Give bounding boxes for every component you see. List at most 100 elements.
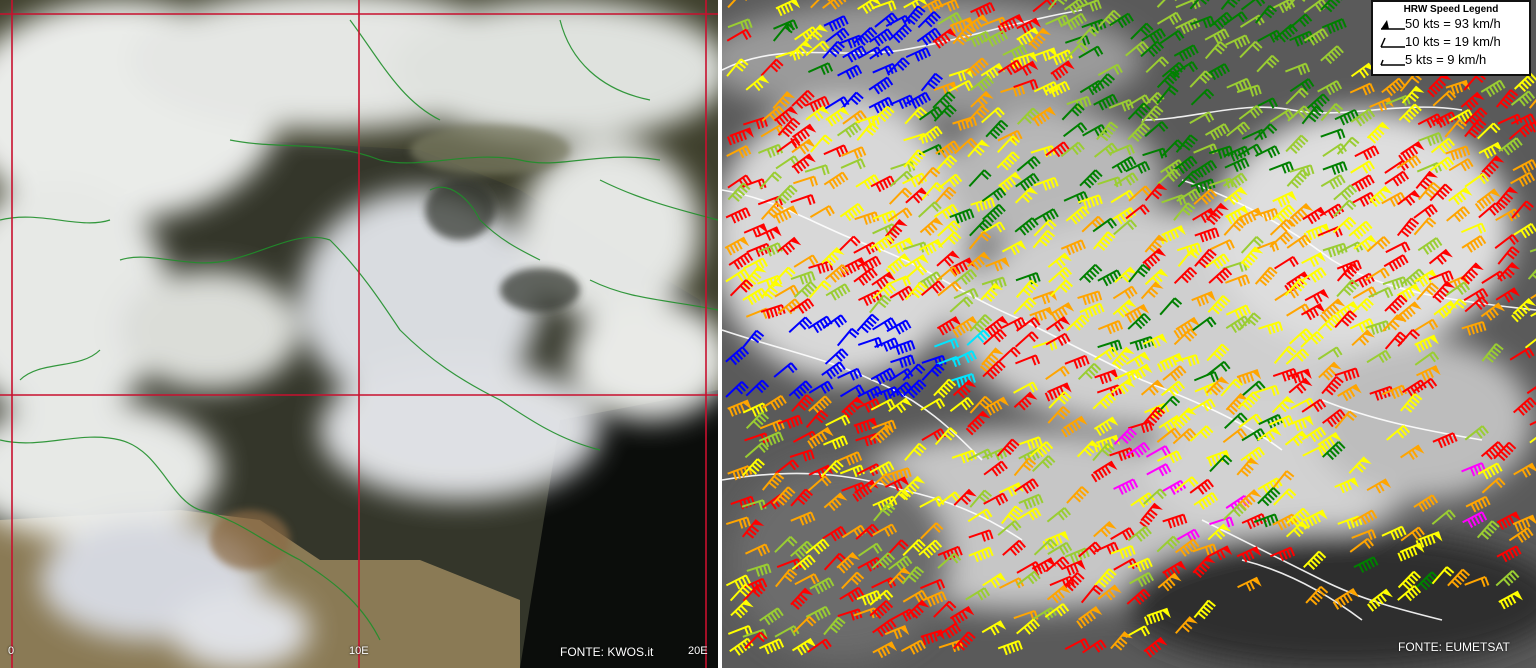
wind-barb-stroke xyxy=(1351,528,1373,539)
wind-barb-stroke xyxy=(987,291,996,300)
wind-barb-stroke xyxy=(1298,420,1304,430)
wind-barb-stroke xyxy=(803,128,811,138)
wind-barb-stroke xyxy=(868,316,877,325)
wind-barb-stroke xyxy=(1301,348,1310,357)
wind-barb-pennant xyxy=(1330,362,1342,370)
wind-barb-stroke xyxy=(1135,533,1143,542)
wind-barb-stroke xyxy=(917,592,925,601)
wind-barb-stroke xyxy=(836,328,853,347)
wind-barb-stroke xyxy=(1307,562,1316,570)
wind-barb-stroke xyxy=(1200,609,1209,617)
wind-barb-stroke xyxy=(854,589,861,598)
wind-barb-stroke xyxy=(1430,534,1436,544)
wind-barb-stroke xyxy=(1478,175,1486,185)
wind-barb-stroke xyxy=(864,272,872,282)
wind-barb-stroke xyxy=(1074,144,1082,153)
wind-barb-stroke xyxy=(1055,69,1062,79)
wind-barb-stroke xyxy=(792,430,814,443)
wind-barb-stroke xyxy=(774,640,781,650)
wind-barb-stroke xyxy=(1002,181,1010,191)
wind-barb-stroke xyxy=(1177,196,1183,206)
wind-barb-stroke xyxy=(825,207,832,217)
wind-barb-stroke xyxy=(838,266,846,275)
wind-barb-stroke xyxy=(866,391,872,401)
wind-barb-pennant xyxy=(1433,532,1443,542)
wind-barb-stroke xyxy=(799,562,807,571)
wind-barb-stroke xyxy=(885,473,893,482)
wind-barb-stroke xyxy=(1464,425,1484,441)
wind-barb-stroke xyxy=(861,275,869,284)
wind-barb-stroke xyxy=(1120,436,1129,444)
wind-barb-stroke xyxy=(963,274,971,283)
wind-barb-stroke xyxy=(922,280,930,289)
wind-barb-stroke xyxy=(1372,556,1379,566)
wind-barb-stroke xyxy=(831,500,839,509)
wind-barb-stroke xyxy=(897,480,903,490)
wind-barb-stroke xyxy=(736,469,742,479)
wind-barb-stroke xyxy=(1320,174,1341,188)
wind-barb-stroke xyxy=(1024,192,1033,201)
wind-barb-stroke xyxy=(1149,508,1158,517)
wind-barb-stroke xyxy=(954,623,962,632)
wind-barb-stroke xyxy=(1209,71,1217,81)
wind-barb-stroke xyxy=(1461,235,1482,249)
wind-barb-stroke xyxy=(1456,286,1464,296)
wind-barb-pennant xyxy=(1011,172,1023,181)
wind-barb-stroke xyxy=(931,369,940,377)
wind-barb-stroke xyxy=(1095,434,1118,444)
wind-barb-stroke xyxy=(1444,183,1453,192)
wind-barb-stroke xyxy=(873,37,881,47)
wind-barb-stroke xyxy=(1028,383,1035,393)
wind-barb-stroke xyxy=(882,342,889,352)
wind-barb-stroke xyxy=(866,420,871,430)
wind-barb-stroke xyxy=(858,384,865,394)
wind-barb-stroke xyxy=(887,552,896,561)
wind-barb-stroke xyxy=(937,280,956,297)
wind-barb-stroke xyxy=(1407,590,1416,599)
wind-barb-stroke xyxy=(1431,566,1448,585)
wind-barb-stroke xyxy=(1190,15,1212,26)
wind-barb-stroke xyxy=(864,437,869,447)
wind-barb-stroke xyxy=(1301,64,1307,74)
wind-barb-stroke xyxy=(780,395,787,404)
wind-barb-stroke xyxy=(1100,577,1109,585)
wind-barb-stroke xyxy=(808,256,816,266)
wind-barb-stroke xyxy=(1078,45,1099,59)
wind-barb-stroke xyxy=(1454,150,1459,160)
wind-barb-stroke xyxy=(1341,319,1350,327)
wind-barb-stroke xyxy=(1511,314,1519,323)
wind-barb-stroke xyxy=(992,67,999,77)
wind-barb-stroke xyxy=(1009,64,1016,73)
wind-barb-stroke xyxy=(1054,310,1061,320)
wind-barb-stroke xyxy=(1332,348,1340,358)
wind-barb-stroke xyxy=(929,130,937,140)
wind-barb-stroke xyxy=(1484,496,1491,506)
wind-barb-stroke xyxy=(940,387,949,396)
wind-barb-stroke xyxy=(745,379,763,397)
wind-barb-stroke xyxy=(1008,441,1017,450)
wind-barb-stroke xyxy=(1289,547,1296,557)
wind-barb-stroke xyxy=(799,275,805,285)
wind-barb-stroke xyxy=(757,226,778,238)
wind-barb-pennant xyxy=(978,15,990,24)
wind-barb-stroke xyxy=(813,176,818,186)
wind-barb-stroke xyxy=(903,489,912,498)
wind-barb-stroke xyxy=(1064,637,1086,651)
wind-barb-stroke xyxy=(935,355,958,366)
wind-barb-stroke xyxy=(805,40,824,57)
wind-barb-stroke xyxy=(1358,278,1365,288)
wind-barb-stroke xyxy=(934,539,943,548)
wind-barb-stroke xyxy=(805,394,814,402)
wind-barb-stroke xyxy=(1009,511,1019,519)
wind-barb-stroke xyxy=(888,187,906,205)
wind-barb-stroke xyxy=(854,424,860,434)
wind-barb-stroke xyxy=(1218,346,1227,355)
wind-barb-stroke xyxy=(1501,519,1508,529)
wind-barb-stroke xyxy=(746,517,751,527)
wind-barb-stroke xyxy=(736,240,743,250)
wind-barb-stroke xyxy=(1190,88,1208,106)
wind-barb-stroke xyxy=(975,202,981,212)
wind-barb-stroke xyxy=(1488,86,1496,95)
wind-barb-stroke xyxy=(1483,529,1492,537)
wind-barb-stroke xyxy=(809,205,830,218)
